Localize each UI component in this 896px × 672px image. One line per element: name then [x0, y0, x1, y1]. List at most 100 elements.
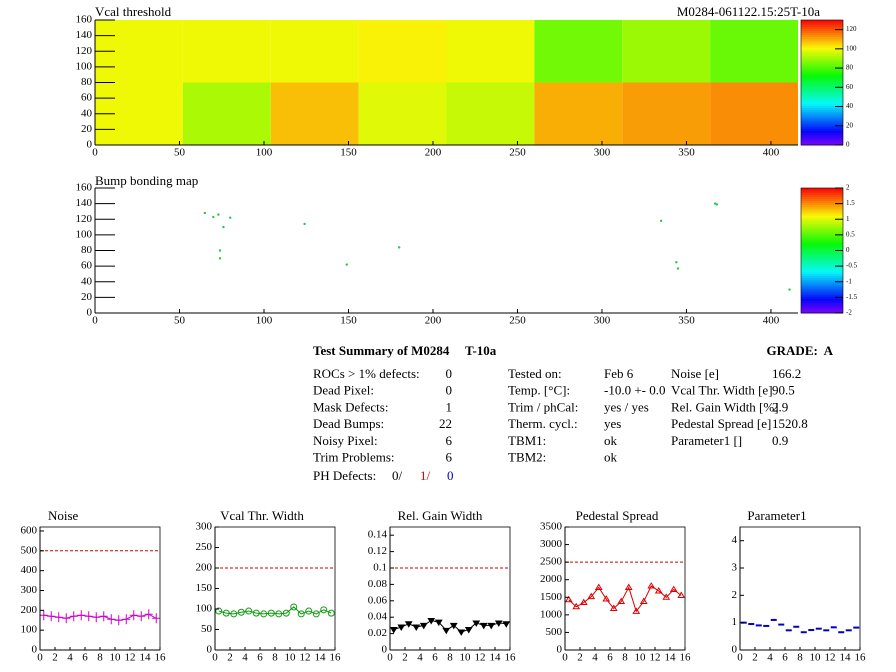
y-tick-label: 160	[76, 14, 93, 26]
y-tick-label: 0.04	[368, 611, 388, 623]
frame	[39, 526, 161, 651]
colorbar-step	[801, 51, 843, 54]
summary-value: 1	[446, 399, 453, 414]
y-tick-label: 0	[207, 644, 213, 656]
colorbar-step	[801, 140, 843, 144]
colorbar-step	[801, 76, 843, 79]
colorbar-step	[801, 26, 843, 29]
x-tick-label: 350	[678, 147, 695, 159]
colorbar-step	[801, 279, 843, 283]
summary-value: ok	[604, 449, 618, 464]
x-tick-label: 150	[340, 315, 357, 327]
ph-value: 1/	[420, 468, 431, 483]
series-line	[218, 606, 332, 615]
y-tick-label: 1	[732, 616, 738, 628]
heat-cell	[270, 20, 359, 83]
marker	[609, 604, 618, 612]
marker	[677, 591, 686, 599]
colorbar-step	[801, 300, 843, 304]
colorbar-step	[801, 200, 843, 204]
y-tick-label: 400	[21, 564, 38, 576]
summary-value: 2.9	[772, 399, 788, 414]
summary-value: yes / yes	[604, 399, 649, 414]
colorbar-step	[801, 235, 843, 239]
summary-value: ok	[604, 433, 618, 448]
colorbar-step	[801, 238, 843, 241]
colorbar-step	[801, 142, 843, 146]
x-tick-label: 14	[490, 652, 502, 664]
frame	[564, 526, 686, 651]
colorbar-step	[801, 32, 843, 36]
colorbar-step	[801, 132, 843, 136]
colorbar-step	[801, 204, 843, 208]
marker	[245, 607, 253, 615]
summary-label: Rel. Gain Width [%]	[671, 399, 779, 414]
colorbar-step	[801, 59, 843, 63]
y-tick-label: 1500	[540, 591, 563, 603]
colorbar-step	[801, 196, 843, 199]
y-tick-label: 2	[732, 589, 738, 601]
colorbar-step	[801, 304, 843, 308]
summary-label: Pedestal Spread [e]	[671, 416, 771, 431]
x-tick-label: 16	[155, 652, 167, 664]
x-tick-label: 14	[840, 652, 852, 664]
colorbar-step	[801, 246, 843, 249]
colorbar-step	[801, 281, 843, 285]
colorbar-step	[801, 290, 843, 293]
heat-cell	[182, 82, 271, 145]
y-tick-label: 4	[732, 534, 738, 546]
x-tick-label: 12	[825, 652, 836, 664]
colorbar-step	[801, 208, 843, 212]
colorbar-step	[801, 225, 843, 229]
summary-label: TBM2:	[508, 449, 546, 464]
colorbar-step	[801, 227, 843, 231]
marker	[297, 610, 305, 618]
x-tick-label: 2	[752, 652, 758, 664]
summary-value: 0	[446, 383, 453, 398]
marker	[494, 620, 503, 627]
marker	[502, 621, 511, 628]
colorbar-step	[801, 101, 843, 104]
x-tick-label: 300	[594, 315, 611, 327]
marker	[397, 624, 406, 632]
summary-label: TBM1:	[508, 433, 546, 448]
colorbar-step	[801, 99, 843, 102]
summary-label: Trim Problems:	[313, 449, 395, 464]
bump-title: Bump bonding map	[95, 173, 198, 188]
colorbar-step	[801, 260, 843, 264]
marker	[669, 585, 678, 593]
point	[788, 288, 791, 291]
marker	[137, 611, 146, 622]
point	[203, 211, 207, 215]
marker	[144, 609, 153, 620]
colorbar-step	[801, 72, 843, 75]
colorbar-step	[801, 124, 843, 127]
z-tick-label: 0	[846, 141, 850, 149]
marker	[624, 583, 633, 590]
x-tick-label: 300	[594, 147, 611, 159]
y-tick-label: 200	[21, 604, 38, 616]
y-tick-label: 0	[87, 139, 93, 151]
heat-cell	[358, 20, 447, 83]
colorbar-step	[801, 192, 843, 195]
x-tick-label: 16	[505, 652, 517, 664]
summary-value: 166.2	[772, 366, 801, 381]
marker	[427, 617, 436, 625]
y-tick-label: 120	[76, 213, 93, 225]
y-tick-label: 300	[196, 521, 213, 533]
x-tick-label: 14	[315, 652, 327, 664]
summary-value: yes	[604, 416, 621, 431]
summary-value: 90.5	[772, 383, 795, 398]
x-tick-label: 10	[285, 652, 297, 664]
z-tick-label: 120	[846, 25, 857, 33]
colorbar-step	[801, 95, 843, 98]
x-tick-label: 14	[665, 652, 677, 664]
marker	[107, 614, 116, 625]
x-tick-label: 400	[763, 315, 780, 327]
marker	[260, 610, 268, 618]
colorbar-step	[801, 24, 843, 27]
colorbar-step	[801, 273, 843, 276]
colorbar-step	[801, 120, 843, 123]
x-tick-label: 150	[340, 147, 357, 159]
marker	[457, 629, 466, 636]
